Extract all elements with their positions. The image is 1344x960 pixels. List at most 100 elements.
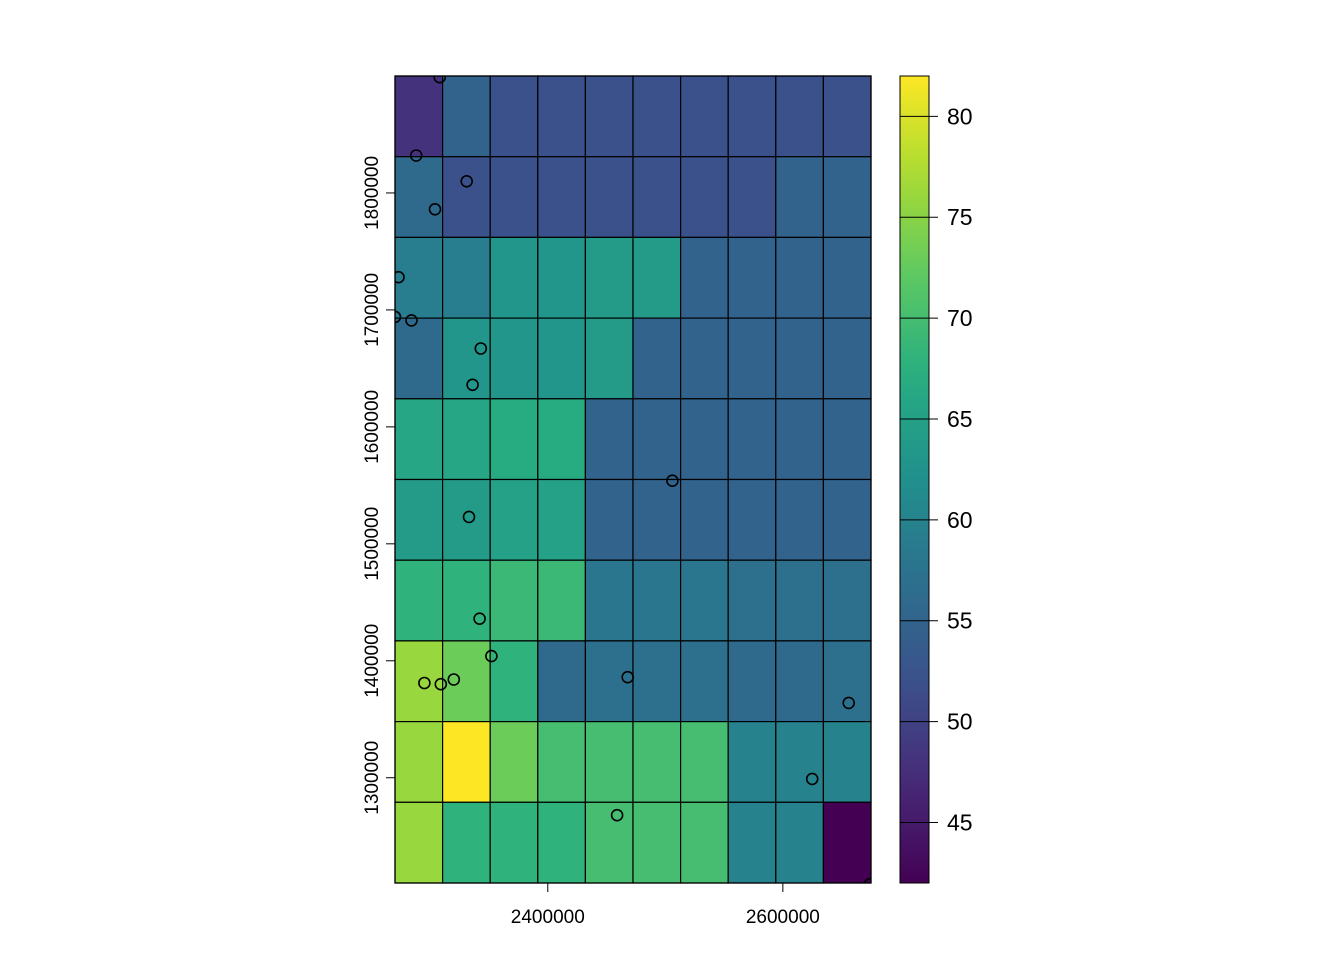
heatmap-cell bbox=[679, 478, 729, 561]
heatmap-cell bbox=[537, 317, 586, 400]
heatmap-cell bbox=[632, 640, 682, 723]
heatmap-cell bbox=[775, 317, 824, 400]
data-point bbox=[863, 877, 871, 883]
y-tick-label: 1300000 bbox=[362, 741, 383, 815]
data-point bbox=[395, 310, 402, 324]
heatmap-cell bbox=[727, 801, 777, 884]
colorbar-gradient bbox=[899, 75, 930, 884]
heatmap-cell bbox=[394, 478, 444, 561]
heatmap-cell bbox=[442, 317, 491, 400]
heatmap-cell bbox=[632, 478, 682, 561]
heatmap-cell bbox=[489, 236, 539, 319]
data-point bbox=[462, 510, 476, 524]
colorbar-tick-label: 70 bbox=[947, 305, 973, 331]
data-point bbox=[842, 696, 856, 710]
heatmap-cell bbox=[537, 801, 586, 884]
heatmap-cell bbox=[394, 317, 444, 400]
heatmap-cell bbox=[537, 640, 586, 723]
heatmap-cell bbox=[489, 801, 539, 884]
heatmap-cell bbox=[679, 75, 729, 158]
heatmap-cell bbox=[775, 559, 824, 642]
heatmap-cell bbox=[727, 398, 777, 481]
heatmap-cell bbox=[442, 640, 491, 723]
x-tick-label: 2400000 bbox=[511, 907, 585, 928]
heatmap-cell bbox=[822, 478, 872, 561]
heatmap-cell bbox=[442, 478, 491, 561]
data-point bbox=[428, 203, 442, 216]
heatmap-cell bbox=[822, 398, 872, 481]
heatmap-cell bbox=[775, 720, 824, 803]
heatmap-cell bbox=[489, 75, 539, 158]
colorbar-tick-label: 80 bbox=[947, 103, 973, 129]
colorbar-tick-label: 45 bbox=[947, 809, 973, 835]
heatmap-cell bbox=[489, 720, 539, 803]
heatmap-cell bbox=[584, 236, 634, 319]
heatmap-cell bbox=[727, 478, 777, 561]
heatmap-cell bbox=[584, 801, 634, 884]
heatmap-cell bbox=[442, 398, 491, 481]
heatmap-cell bbox=[394, 559, 444, 642]
heatmap-cells bbox=[394, 75, 872, 884]
heatmap-cell bbox=[727, 559, 777, 642]
data-point bbox=[666, 474, 679, 488]
heatmap-cell bbox=[489, 398, 539, 481]
y-tick-label: 1700000 bbox=[362, 273, 383, 347]
heatmap-cell bbox=[822, 236, 872, 319]
heatmap-cell bbox=[537, 398, 586, 481]
heatmap-cell bbox=[489, 559, 539, 642]
heatmap-cell bbox=[394, 398, 444, 481]
data-point bbox=[434, 677, 448, 691]
heatmap-cell bbox=[489, 156, 539, 238]
heatmap-cell bbox=[679, 720, 729, 803]
heatmap-cell bbox=[584, 156, 634, 238]
heatmap-cell bbox=[822, 559, 872, 642]
y-tick-label: 1400000 bbox=[362, 624, 383, 698]
colorbar-tick-label: 60 bbox=[947, 507, 973, 533]
heatmap-cell bbox=[727, 317, 777, 400]
colorbar-tick-label: 65 bbox=[947, 406, 973, 432]
heatmap-cell bbox=[822, 156, 872, 238]
heatmap-cell bbox=[442, 720, 491, 803]
heatmap-cell bbox=[442, 801, 491, 884]
sample-points bbox=[395, 76, 871, 883]
colorbar-tick-label: 55 bbox=[947, 608, 973, 634]
heatmap-cell bbox=[394, 156, 444, 238]
data-point bbox=[405, 314, 418, 327]
heatmap-cell bbox=[727, 236, 777, 319]
heatmap-cell bbox=[775, 398, 824, 481]
colorbar-tick-label: 75 bbox=[947, 204, 973, 230]
heatmap-cell bbox=[775, 236, 824, 319]
heatmap-cell bbox=[584, 317, 634, 400]
heatmap-cell bbox=[775, 478, 824, 561]
heatmap-cell bbox=[489, 478, 539, 561]
heatmap-cell bbox=[727, 640, 777, 723]
heatmap-cell bbox=[584, 640, 634, 723]
heatmap-cell bbox=[679, 801, 729, 884]
heatmap-cell bbox=[584, 398, 634, 481]
y-tick-label: 1600000 bbox=[362, 390, 383, 464]
colorbar-tick-label: 50 bbox=[947, 709, 973, 735]
x-axis: 2400000 2600000 bbox=[511, 882, 820, 928]
heatmap-cell bbox=[632, 801, 682, 884]
y-axis: 1300000 1400000 1500000 1600000 1700000 18000… bbox=[362, 156, 396, 815]
heatmap-cell bbox=[632, 398, 682, 481]
heatmap-cell bbox=[537, 75, 586, 158]
heatmap-cell bbox=[632, 236, 682, 319]
x-tick-label: 2600000 bbox=[746, 907, 820, 928]
heatmap-cell bbox=[489, 317, 539, 400]
heatmap-cell bbox=[679, 236, 729, 319]
heatmap-cell bbox=[584, 75, 634, 158]
heatmap-cell bbox=[442, 559, 491, 642]
data-point bbox=[485, 649, 498, 663]
heatmap-cell bbox=[537, 720, 586, 803]
heatmap-cell bbox=[584, 720, 634, 803]
data-point bbox=[473, 612, 486, 626]
heatmap-cell bbox=[679, 640, 729, 723]
heatmap-cell bbox=[679, 156, 729, 238]
data-point bbox=[409, 149, 423, 162]
heatmap-cell bbox=[632, 317, 682, 400]
heatmap-cell bbox=[394, 720, 444, 803]
heatmap-cell bbox=[775, 156, 824, 238]
heatmap-cell bbox=[584, 478, 634, 561]
